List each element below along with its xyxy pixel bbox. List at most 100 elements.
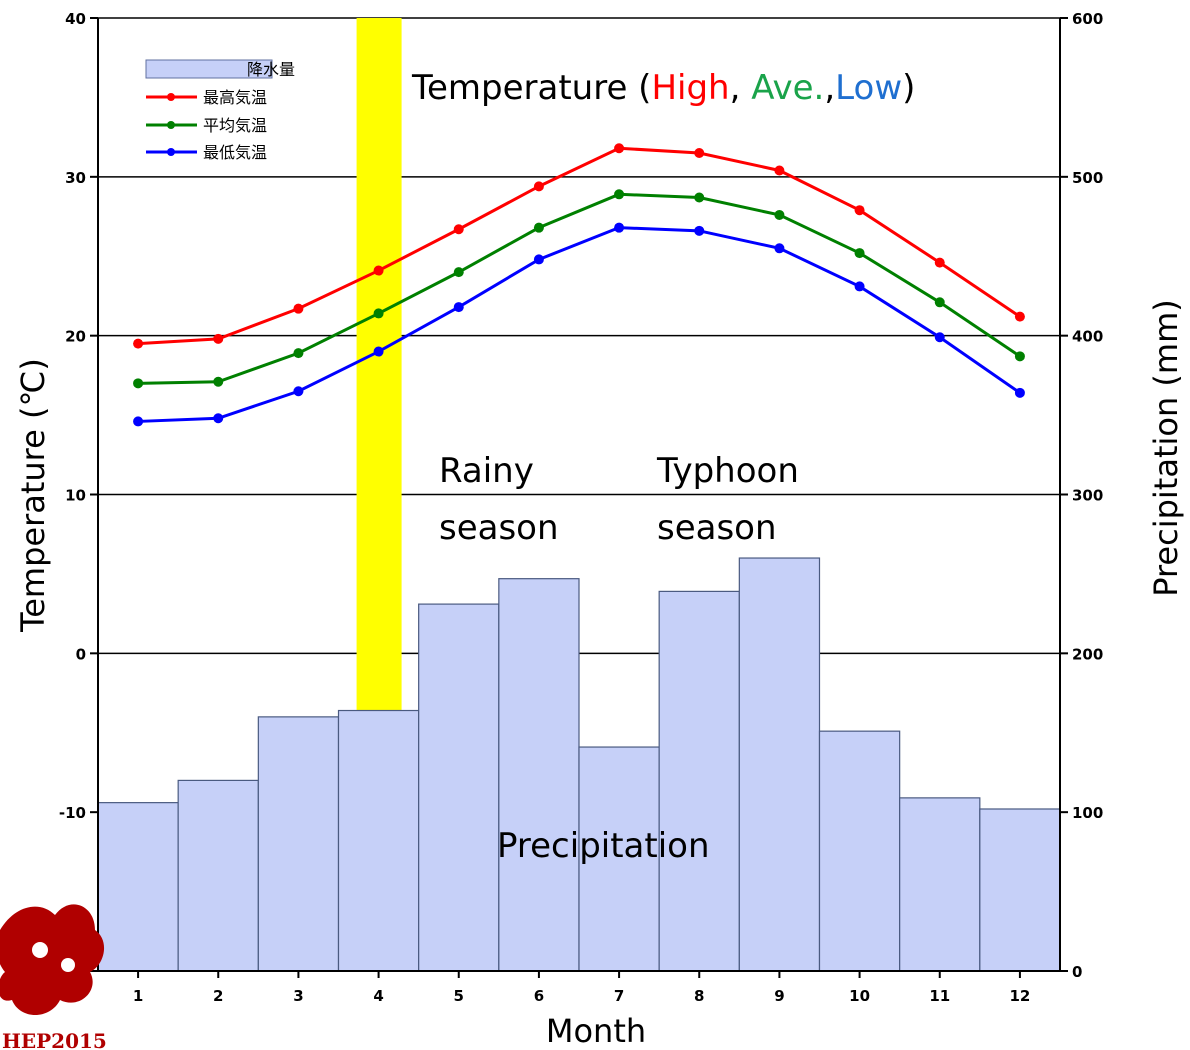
precipitation-bar-9	[738, 557, 821, 972]
temperature-annotation-suffix: )	[902, 68, 915, 108]
y-tick-label-left: 20	[65, 328, 86, 346]
temperature-point-low-9	[774, 243, 785, 254]
temperature-annotation-sep1: ,	[730, 68, 752, 108]
temperature-point-high-12	[1014, 311, 1025, 322]
typhoon-season-line2: season	[657, 508, 777, 548]
temperature-point-low-1	[133, 416, 144, 427]
temperature-point-low-11	[934, 332, 945, 343]
x-tick-label: 11	[929, 987, 950, 1005]
rainy-season-line1: Rainy	[439, 451, 534, 491]
temperature-point-high-1	[133, 338, 144, 349]
x-tick-label: 10	[849, 987, 870, 1005]
temperature-point-high-6	[533, 181, 544, 192]
temperature-point-high-3	[293, 303, 304, 314]
y-tick-label-left: 30	[65, 169, 86, 187]
y-tick-label-right: 500	[1072, 169, 1103, 187]
temperature-line-ave	[138, 192, 1021, 385]
temperature-point-ave-4	[373, 308, 384, 319]
legend-marker-low	[167, 148, 175, 156]
y-tick-label-right: 200	[1072, 645, 1103, 663]
legend-marker-ave	[167, 121, 175, 129]
y-tick-label-right: 600	[1072, 10, 1103, 28]
y-tick-label-left: 0	[76, 645, 86, 663]
temperature-point-ave-1	[133, 378, 144, 389]
temperature-annotation-high: High	[651, 68, 729, 108]
temperature-point-high-11	[934, 257, 945, 268]
y-tick-label-right: 100	[1072, 804, 1103, 822]
temperature-point-high-10	[854, 205, 865, 216]
precipitation-annotation: Precipitation	[497, 826, 710, 866]
temperature-point-ave-6	[533, 222, 544, 233]
typhoon-season-line1: Typhoon	[656, 451, 799, 491]
temperature-point-high-2	[213, 333, 224, 344]
precipitation-bar-7	[578, 746, 660, 972]
x-tick-label: 3	[293, 987, 303, 1005]
temperature-point-low-12	[1014, 387, 1025, 398]
legend-label-ave: 平均気温	[203, 116, 267, 135]
temperature-line-low	[138, 226, 1021, 423]
temperature-annotation-sep2: ,	[824, 68, 835, 108]
precipitation-bar-2	[177, 779, 259, 972]
x-tick-label: 9	[774, 987, 784, 1005]
legend-label-high: 最高気温	[203, 88, 267, 107]
precipitation-bar-8	[658, 590, 740, 972]
precipitation-bar-5	[418, 603, 500, 972]
temperature-point-low-6	[533, 254, 544, 265]
temperature-point-ave-12	[1014, 351, 1025, 362]
logo-text: HEP2015	[2, 1029, 107, 1050]
y-tick-label-right: 400	[1072, 328, 1103, 346]
temperature-point-low-7	[614, 222, 625, 233]
y-tick-label-left: 40	[65, 10, 86, 28]
y-tick-label-left: 10	[65, 487, 86, 505]
temperature-point-ave-10	[854, 248, 865, 259]
precipitation-bar-3	[257, 716, 340, 972]
temperature-point-ave-9	[774, 209, 785, 220]
temperature-point-low-10	[854, 281, 865, 292]
y-tick-label-right: 0	[1072, 963, 1082, 981]
temperature-point-high-8	[694, 148, 705, 159]
temperature-point-high-5	[453, 224, 464, 235]
temperature-lines	[133, 143, 1025, 427]
precipitation-bar-11	[899, 797, 981, 972]
precipitation-bar-4	[337, 709, 420, 972]
temperature-point-ave-3	[293, 348, 304, 359]
x-tick-label: 5	[454, 987, 464, 1005]
temperature-annotation-low: Low	[835, 68, 902, 108]
temperature-point-ave-5	[453, 267, 464, 278]
precipitation-bar-6	[498, 578, 580, 972]
temperature-line-high	[137, 146, 1021, 346]
x-axis-title: Month	[546, 1012, 646, 1050]
y-tick-label-right: 300	[1072, 487, 1103, 505]
y-tick-label-left: -10	[59, 804, 86, 822]
logo-ornament-eye	[32, 942, 48, 958]
temperature-point-ave-2	[213, 376, 224, 387]
rainy-season-line2: season	[439, 508, 559, 548]
precipitation-bar-12	[979, 808, 1061, 972]
legend-label-precipitation: 降水量	[247, 60, 295, 79]
temperature-point-low-5	[453, 302, 464, 313]
precipitation-bar-10	[818, 730, 901, 972]
logo-ornament-eye2	[61, 958, 75, 972]
x-tick-label: 7	[614, 987, 624, 1005]
legend-label-low: 最低気温	[203, 143, 267, 162]
conference-logo: HEP2015	[0, 904, 107, 1050]
temperature-point-low-4	[373, 346, 384, 357]
temperature-point-ave-11	[934, 297, 945, 308]
logo-ornament	[0, 904, 104, 1015]
precipitation-bar-1	[97, 802, 179, 972]
x-tick-label: 1	[133, 987, 143, 1005]
legend-swatch-precipitation	[145, 59, 273, 79]
x-tick-label: 12	[1009, 987, 1030, 1005]
y-axis-title-left: Temperature (℃)	[14, 358, 52, 633]
temperature-annotation-prefix: Temperature (	[411, 68, 651, 108]
temperature-point-high-4	[373, 265, 384, 276]
legend: 降水量 最高気温 平均気温 最低気温	[145, 59, 295, 162]
temperature-annotation: Temperature (High, Ave.,Low)	[411, 68, 915, 108]
temperature-point-high-7	[614, 143, 625, 154]
temperature-point-ave-7	[614, 189, 625, 200]
temperature-point-low-3	[293, 386, 304, 397]
x-tick-label: 4	[373, 987, 383, 1005]
precipitation-bars	[97, 557, 1061, 972]
temperature-point-high-9	[774, 165, 785, 176]
